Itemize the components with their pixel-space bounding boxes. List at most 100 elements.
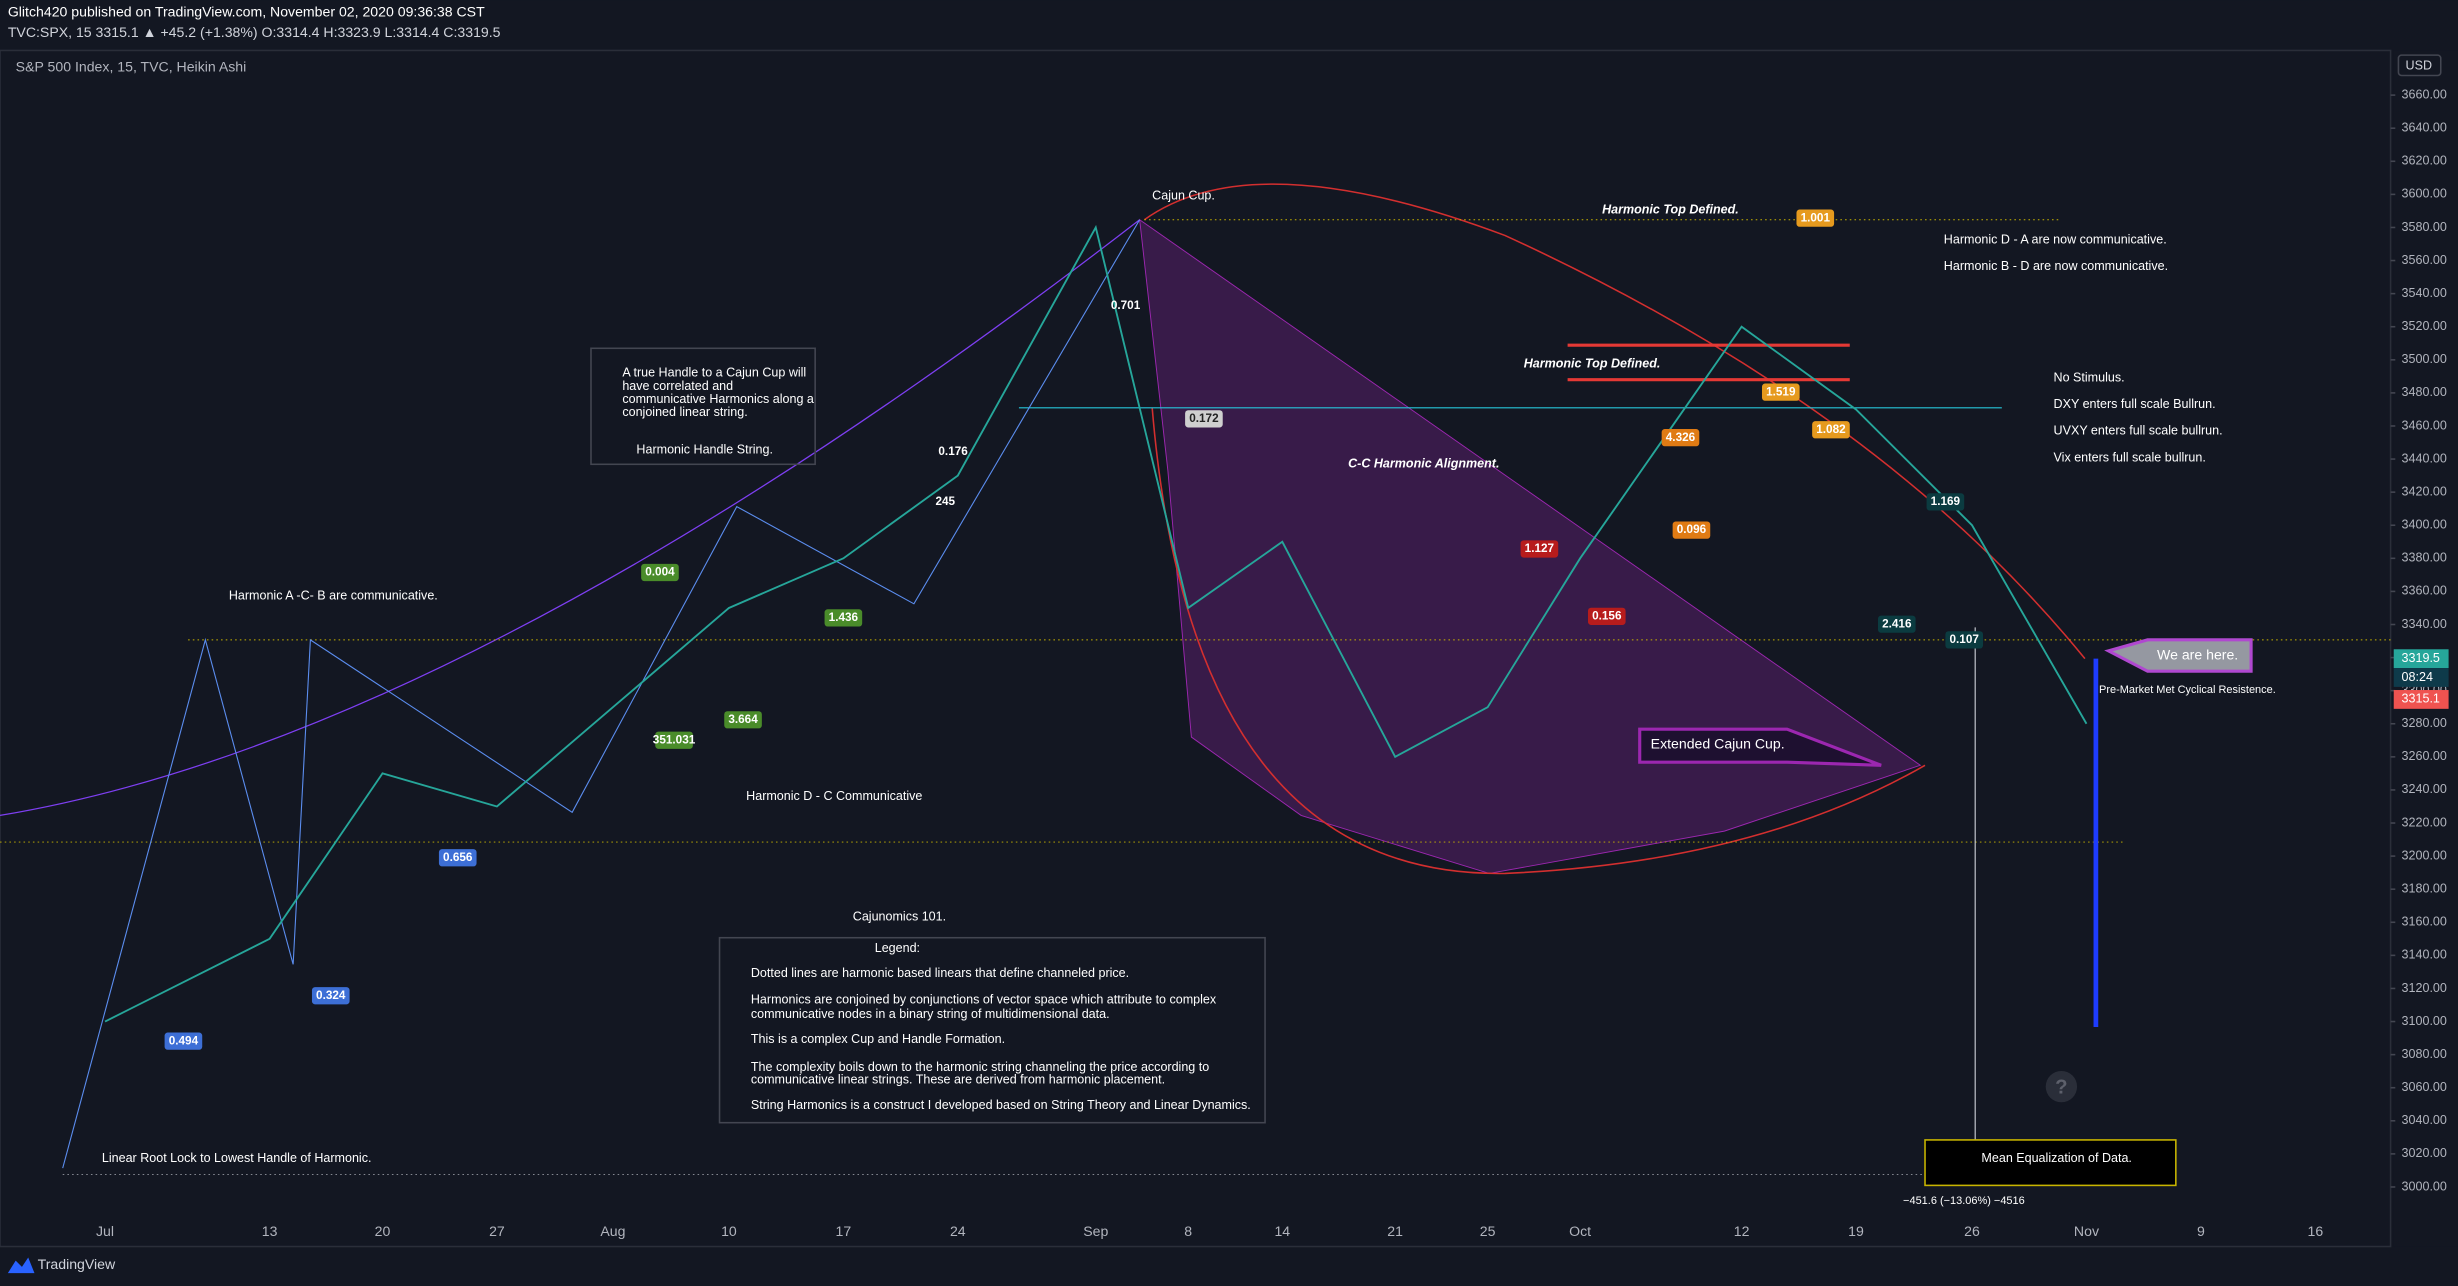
annotation: Extended Cajun Cup. <box>1651 736 1785 752</box>
legend-line: This is a complex Cup and Handle Formati… <box>751 1032 1005 1046</box>
ratio-label: 0.324 <box>316 989 346 1002</box>
x-tick-label: Sep <box>1083 1223 1108 1239</box>
x-tick-label: 8 <box>1184 1223 1192 1239</box>
brand-logo <box>7 1257 35 1274</box>
y-tick-label: 3260.00 <box>2402 749 2447 763</box>
ratio-label-bg <box>1185 410 1223 428</box>
x-tick-label: 17 <box>836 1223 852 1239</box>
y-tick-label: 3020.00 <box>2402 1146 2447 1160</box>
y-tick-label: 3080.00 <box>2402 1047 2447 1061</box>
ratio-label-bg <box>724 711 762 729</box>
y-tick-label: 3340.00 <box>2402 617 2447 631</box>
y-tick-label: 3240.00 <box>2402 782 2447 796</box>
ratio-label: 1.436 <box>829 611 859 624</box>
y-tick-label: 3640.00 <box>2402 121 2447 135</box>
x-tick-label: 12 <box>1734 1223 1750 1239</box>
price-label-bg <box>2393 668 2449 687</box>
ratio-label: 1.169 <box>1931 495 1961 508</box>
annotation: Cajun Cup. <box>1152 189 1215 203</box>
extended-cup-callout <box>1638 727 1882 767</box>
help-icon[interactable] <box>2045 1070 2078 1103</box>
y-tick-label: 3540.00 <box>2402 286 2447 300</box>
purple-arc <box>0 219 1141 817</box>
x-tick-label: 24 <box>950 1223 966 1239</box>
ratio-label: 1.001 <box>1801 211 1831 224</box>
ratio-label-bg <box>1796 209 1835 227</box>
ratio-label: 0.156 <box>1592 609 1622 622</box>
x-tick-label: 16 <box>2308 1223 2324 1239</box>
x-tick-label: 25 <box>1480 1223 1496 1239</box>
cup-arc <box>1151 407 1926 875</box>
legend-line: communicative linear strings. These are … <box>751 1073 1165 1087</box>
ratio-label-bg <box>1520 540 1559 558</box>
legend-line: The complexity boils down to the harmoni… <box>751 1060 1209 1074</box>
y-tick-label: 3100.00 <box>2402 1014 2447 1028</box>
brand: TradingView <box>38 1256 116 1272</box>
x-tick-label: Jul <box>96 1223 114 1239</box>
x-tick-label: 19 <box>1848 1223 1864 1239</box>
ratio-label-bg <box>311 987 350 1005</box>
note-line: conjoined linear string. <box>622 405 747 419</box>
y-tick-label: 3420.00 <box>2402 484 2447 498</box>
ratio-label-bg <box>1761 383 1800 401</box>
annotation: DXY enters full scale Bullrun. <box>2054 397 2216 411</box>
help-icon-glyph: ? <box>2055 1077 2067 1099</box>
top-arc <box>1143 183 2086 660</box>
y-tick-label: 3040.00 <box>2402 1113 2447 1127</box>
ratio-label-bg <box>1945 631 1984 649</box>
ratio-label-bg <box>1587 607 1626 625</box>
note-box <box>590 347 816 466</box>
ratio-label: 0.004 <box>645 566 675 579</box>
y-tick-label: 3200.00 <box>2402 848 2447 862</box>
price-line <box>104 224 2088 1023</box>
currency: USD <box>2406 58 2432 72</box>
ratio-label: 2.416 <box>1882 617 1912 630</box>
x-tick-label: 26 <box>1964 1223 1980 1239</box>
ratio-label-bg <box>1926 493 1965 511</box>
y-tick-label: 3280.00 <box>2402 716 2447 730</box>
y-tick-label: 3480.00 <box>2402 385 2447 399</box>
we-are-here-callout <box>2104 638 2253 673</box>
ratio-label: 0.107 <box>1950 633 1980 646</box>
y-tick-label: 3520.00 <box>2402 319 2447 333</box>
annotation: No Stimulus. <box>2054 370 2125 384</box>
annotation: Pre-Market Met Cyclical Resistence. <box>2099 684 2276 696</box>
chart-title: S&P 500 Index, 15, TVC, Heikin Ashi <box>16 58 247 74</box>
legend-line: Dotted lines are harmonic based linears … <box>751 966 1129 980</box>
ratio-label: 0.494 <box>169 1034 199 1047</box>
ratio-label: 3.664 <box>728 713 758 726</box>
x-tick-label: Aug <box>600 1223 625 1239</box>
annotation: Harmonic B - D are now communicative. <box>1944 259 2168 273</box>
y-tick-label: 3620.00 <box>2402 154 2447 168</box>
ratio-label-bg <box>655 731 693 749</box>
price-label-bg <box>2393 649 2449 669</box>
x-tick-label: Nov <box>2074 1223 2099 1239</box>
ratio-label: 0.096 <box>1677 523 1707 536</box>
annotation: Harmonic Top Defined. <box>1524 356 1661 370</box>
price-axis <box>2393 50 2458 1247</box>
publisher: Glitch420 published on TradingView.com, … <box>8 4 485 20</box>
ratio-label: 0.701 <box>1111 299 1141 312</box>
y-tick-label: 3460.00 <box>2402 418 2447 432</box>
ratio-label-bg <box>1661 429 1700 447</box>
legend-line: communicative nodes in a binary string o… <box>751 1007 1110 1021</box>
annotation: Harmonic Handle String. <box>636 442 773 456</box>
y-tick-label: 3440.00 <box>2402 451 2447 465</box>
annotation: Harmonic A -C- B are communicative. <box>229 588 438 602</box>
plot-area <box>0 49 2392 1248</box>
y-tick-label: 3560.00 <box>2402 253 2447 267</box>
ratio-label: 0.176 <box>938 445 968 458</box>
price-label-bg <box>2393 690 2449 709</box>
legend-title: Legend: <box>875 941 920 955</box>
x-tick-label: Oct <box>1569 1223 1591 1239</box>
ratio-label-bg <box>438 849 477 867</box>
y-tick-label: 3500.00 <box>2402 352 2447 366</box>
annotation: −451.6 (−13.06%) −4516 <box>1903 1195 2025 1207</box>
annotation: C-C Harmonic Alignment. <box>1348 457 1499 471</box>
legend-line: Harmonics are conjoined by conjunctions … <box>751 993 1217 1007</box>
y-tick-label: 3380.00 <box>2402 551 2447 565</box>
ratio-label: 245 <box>935 495 955 508</box>
annotation: Linear Root Lock to Lowest Handle of Har… <box>102 1151 372 1165</box>
y-tick-label: 3580.00 <box>2402 220 2447 234</box>
